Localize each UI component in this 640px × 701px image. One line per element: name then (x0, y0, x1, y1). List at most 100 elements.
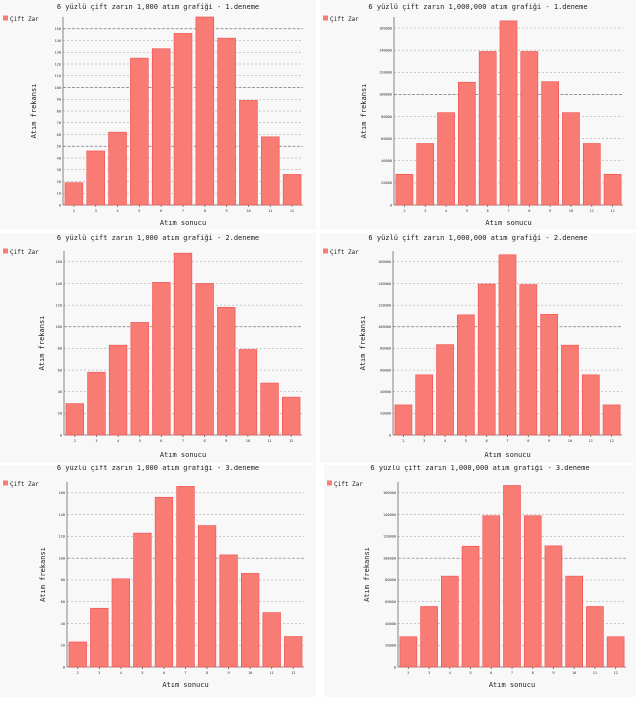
bar[interactable] (282, 396, 301, 436)
bar[interactable] (606, 636, 625, 668)
bar[interactable] (152, 282, 171, 436)
bar[interactable] (458, 81, 476, 206)
y-tick-label: 140000 (383, 513, 396, 517)
bar[interactable] (90, 607, 109, 668)
bar[interactable] (520, 51, 539, 206)
bar[interactable] (241, 573, 260, 668)
bar[interactable] (65, 403, 84, 436)
bar[interactable] (582, 143, 601, 206)
y-tick-label: 100 (55, 86, 62, 90)
y-tick-label: 30 (57, 168, 61, 172)
x-tick-label: 8 (206, 671, 208, 675)
y-axis-label: Atım frekansı (363, 547, 371, 602)
bar[interactable] (478, 51, 497, 206)
y-tick-label: 100000 (383, 556, 396, 560)
bar[interactable] (544, 545, 563, 668)
bar-chart: 6 yüzlü çift zarın 1,000 atım grafiği - … (3, 234, 302, 459)
chart-title: 6 yüzlü çift zarın 1,000,000 atım grafiğ… (370, 465, 589, 472)
bar[interactable] (195, 16, 215, 206)
bar[interactable] (133, 532, 152, 668)
x-tick-label: 3 (423, 439, 425, 443)
bar[interactable] (565, 575, 583, 668)
legend[interactable]: Çift Zar (3, 480, 39, 489)
x-tick-label: 10 (248, 671, 252, 675)
bar[interactable] (499, 20, 518, 206)
bar[interactable] (284, 636, 303, 668)
bar[interactable] (176, 486, 195, 668)
x-tick-label: 6 (487, 209, 489, 213)
bar[interactable] (130, 322, 149, 436)
bar[interactable] (282, 174, 302, 206)
bar[interactable] (154, 496, 174, 668)
bar[interactable] (394, 404, 413, 436)
bar[interactable] (173, 252, 193, 436)
legend[interactable]: Çift Zar (323, 15, 359, 24)
bar[interactable] (541, 81, 559, 206)
bar[interactable] (436, 344, 454, 436)
bar[interactable] (523, 515, 542, 668)
x-tick-label: 11 (267, 439, 271, 443)
x-tick-label: 6 (486, 439, 488, 443)
bar[interactable] (239, 100, 258, 206)
bar[interactable] (420, 606, 438, 668)
bar[interactable] (603, 173, 622, 206)
y-tick-label: 0 (389, 433, 391, 437)
bar[interactable] (173, 33, 193, 206)
bar[interactable] (602, 404, 621, 436)
legend[interactable]: Çift Zar (327, 480, 363, 489)
bar[interactable] (395, 173, 414, 206)
bar[interactable] (261, 136, 280, 206)
legend[interactable]: Çift Zar (323, 248, 359, 257)
bar[interactable] (562, 112, 580, 206)
bar[interactable] (108, 344, 128, 436)
bar[interactable] (457, 314, 475, 436)
y-tick-label: 160 (59, 491, 66, 495)
bar[interactable] (238, 349, 258, 436)
bar[interactable] (87, 371, 106, 436)
bar[interactable] (498, 254, 517, 436)
y-tick-label: 20000 (385, 644, 396, 648)
bar[interactable] (68, 641, 87, 668)
bar[interactable] (561, 344, 579, 436)
bar[interactable] (437, 112, 455, 206)
bar[interactable] (219, 554, 238, 668)
bar[interactable] (130, 57, 149, 206)
bar[interactable] (586, 606, 604, 668)
bar[interactable] (477, 283, 496, 436)
x-tick-label: 7 (511, 671, 513, 675)
bar[interactable] (64, 182, 84, 206)
bar[interactable] (260, 382, 279, 436)
bar[interactable] (399, 636, 418, 668)
legend-label: Çift Zar (10, 249, 39, 256)
bar[interactable] (461, 545, 480, 668)
legend[interactable]: Çift Zar (3, 248, 39, 257)
bar[interactable] (217, 37, 236, 206)
bar[interactable] (519, 284, 538, 436)
legend[interactable]: Çift Zar (3, 15, 39, 24)
bar[interactable] (482, 515, 501, 668)
x-tick-label: 4 (444, 439, 446, 443)
x-tick-label: 5 (138, 209, 140, 213)
bar[interactable] (151, 48, 171, 206)
y-tick-label: 120 (59, 535, 66, 539)
y-tick-label: 100000 (379, 93, 392, 97)
x-tick-label: 5 (466, 209, 468, 213)
bar[interactable] (111, 578, 130, 668)
bar[interactable] (86, 150, 105, 206)
y-tick-label: 80000 (385, 578, 396, 582)
bar[interactable] (503, 485, 521, 668)
bar[interactable] (197, 525, 217, 668)
bar[interactable] (415, 374, 434, 436)
bar[interactable] (416, 143, 435, 206)
bar[interactable] (540, 314, 558, 436)
x-tick-label: 11 (593, 671, 597, 675)
bar[interactable] (108, 131, 127, 206)
bar-chart: 6 yüzlü çift zarın 1,000 atım grafiği - … (3, 465, 304, 689)
bar[interactable] (581, 374, 600, 436)
bar[interactable] (195, 283, 214, 436)
bar[interactable] (441, 575, 459, 668)
bar[interactable] (262, 612, 281, 668)
y-tick-label: 40 (57, 156, 61, 160)
bar[interactable] (217, 306, 236, 436)
y-tick-label: 150 (55, 27, 62, 31)
